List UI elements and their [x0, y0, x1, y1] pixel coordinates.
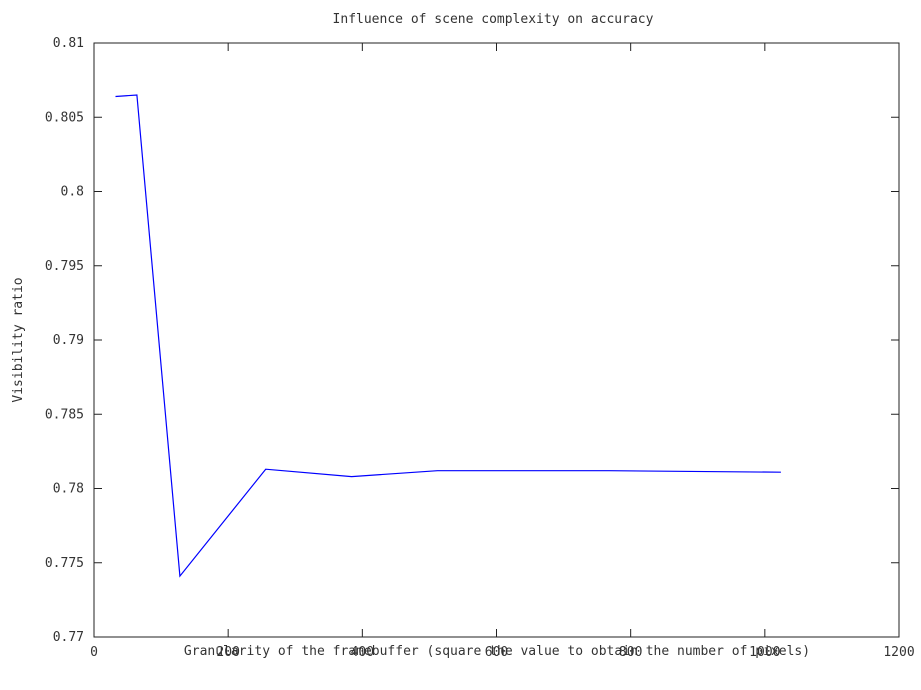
y-tick-label: 0.795: [45, 259, 84, 274]
x-tick-label: 1000: [749, 645, 780, 660]
y-tick-label: 0.77: [53, 630, 84, 645]
x-tick-label: 400: [351, 645, 374, 660]
y-tick-label: 0.805: [45, 110, 84, 125]
x-axis-label: Granularity of the framebuffer (square t…: [184, 644, 810, 659]
series-layer: [115, 94, 781, 578]
y-tick-label: 0.79: [53, 333, 84, 348]
y-axis: 0.77 0.775 0.78 0.785 0.79 0.795 0.8 0.805 0.81: [45, 36, 899, 645]
plot-area-frame: [93, 42, 900, 638]
chart-title: Influence of scene complexity on accurac…: [333, 12, 654, 27]
series-line: [115, 94, 781, 578]
y-tick-label: 0.775: [45, 556, 84, 571]
y-tick-label: 0.8: [61, 185, 84, 200]
y-tick-label: 0.78: [53, 482, 84, 497]
x-tick-label: 1200: [883, 645, 914, 660]
y-tick-label: 0.785: [45, 407, 84, 422]
x-tick-label: 800: [619, 645, 642, 660]
y-axis-label: Visibility ratio: [11, 277, 26, 402]
x-tick-label: 0: [90, 645, 98, 660]
x-tick-label: 600: [485, 645, 508, 660]
y-tick-label: 0.81: [53, 36, 84, 51]
x-tick-label: 200: [216, 645, 239, 660]
x-axis: 0 200 400 600 800 1000 1200: [90, 43, 915, 660]
